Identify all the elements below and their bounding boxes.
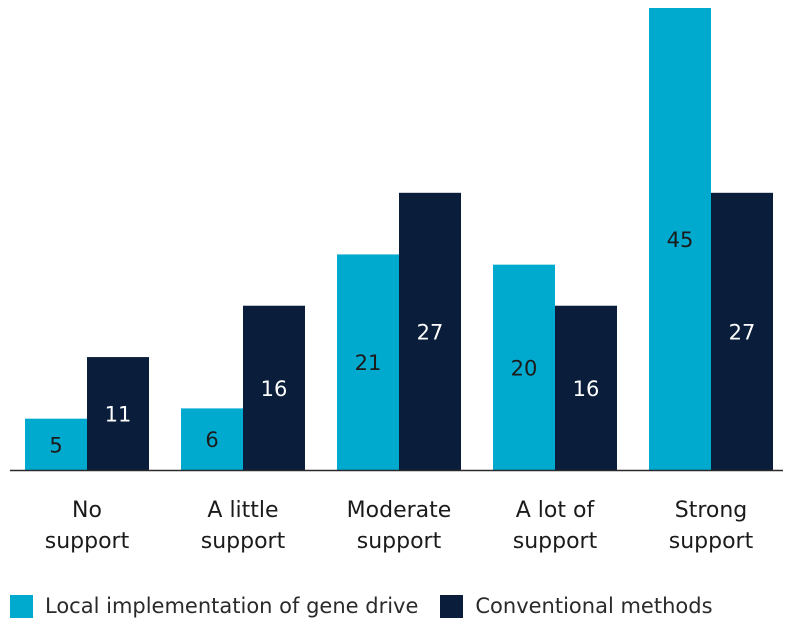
category-label-line: Strong [675,498,748,523]
category-label-line: support [513,529,598,554]
bar-conventional-methods-moderate-support [399,192,461,471]
legend-item-local: Local implementation of gene drive [10,594,418,618]
value-label-local-implementation-of-gene-drive-moderate-support: 21 [355,351,382,375]
legend-label-local: Local implementation of gene drive [45,594,419,618]
legend-item-conventional: Conventional methods [440,594,713,618]
bar-conventional-methods-a-lot-of-support [555,305,617,470]
category-label-line: support [201,529,286,554]
category-label-moderate-support: Moderate support [347,498,452,554]
bar-conventional-methods-a-little-support [243,305,305,470]
category-label-line: A lot of [516,498,596,523]
value-label-conventional-methods-a-little-support: 16 [261,377,288,401]
category-label-line: A little [207,498,278,523]
value-label-local-implementation-of-gene-drive-no-support: 5 [49,433,62,457]
bar-local-implementation-of-gene-drive-strong-support [649,8,711,470]
value-label-conventional-methods-no-support: 11 [105,403,132,427]
category-label-line: No [72,498,102,523]
legend-swatch-local [10,594,33,618]
value-label-local-implementation-of-gene-drive-a-lot-of-support: 20 [511,356,538,380]
bar-local-implementation-of-gene-drive-moderate-support [337,254,399,470]
legend: Local implementation of gene drive Conve… [10,591,735,621]
category-label-line: support [45,529,130,554]
category-label-a-lot-of-support: A lot of support [513,498,598,554]
bar-chart: 5 11 6 16 21 27 20 16 45 27 No support A little supp… [10,8,783,554]
category-label-strong-support: Strong support [669,498,754,554]
value-label-conventional-methods-strong-support: 27 [729,320,756,344]
category-label-a-little-support: A little support [201,498,286,554]
bars-group [25,8,773,471]
category-label-no-support: No support [45,498,130,554]
bar-conventional-methods-no-support [87,357,149,470]
category-label-line: support [357,529,442,554]
value-labels-group: 5 11 6 16 21 27 20 16 45 27 [49,228,755,457]
bar-local-implementation-of-gene-drive-no-support [25,418,87,470]
value-label-conventional-methods-a-lot-of-support: 16 [573,377,600,401]
value-label-local-implementation-of-gene-drive-strong-support: 45 [667,228,694,252]
category-label-line: support [669,529,754,554]
bar-local-implementation-of-gene-drive-a-little-support [181,408,243,470]
value-label-local-implementation-of-gene-drive-a-little-support: 6 [205,428,218,452]
category-label-line: Moderate [347,498,452,523]
bar-local-implementation-of-gene-drive-a-lot-of-support [493,264,555,470]
bar-conventional-methods-strong-support [711,192,773,471]
legend-label-conventional: Conventional methods [475,594,713,618]
legend-swatch-conventional [440,594,464,618]
value-label-conventional-methods-moderate-support: 27 [417,320,444,344]
